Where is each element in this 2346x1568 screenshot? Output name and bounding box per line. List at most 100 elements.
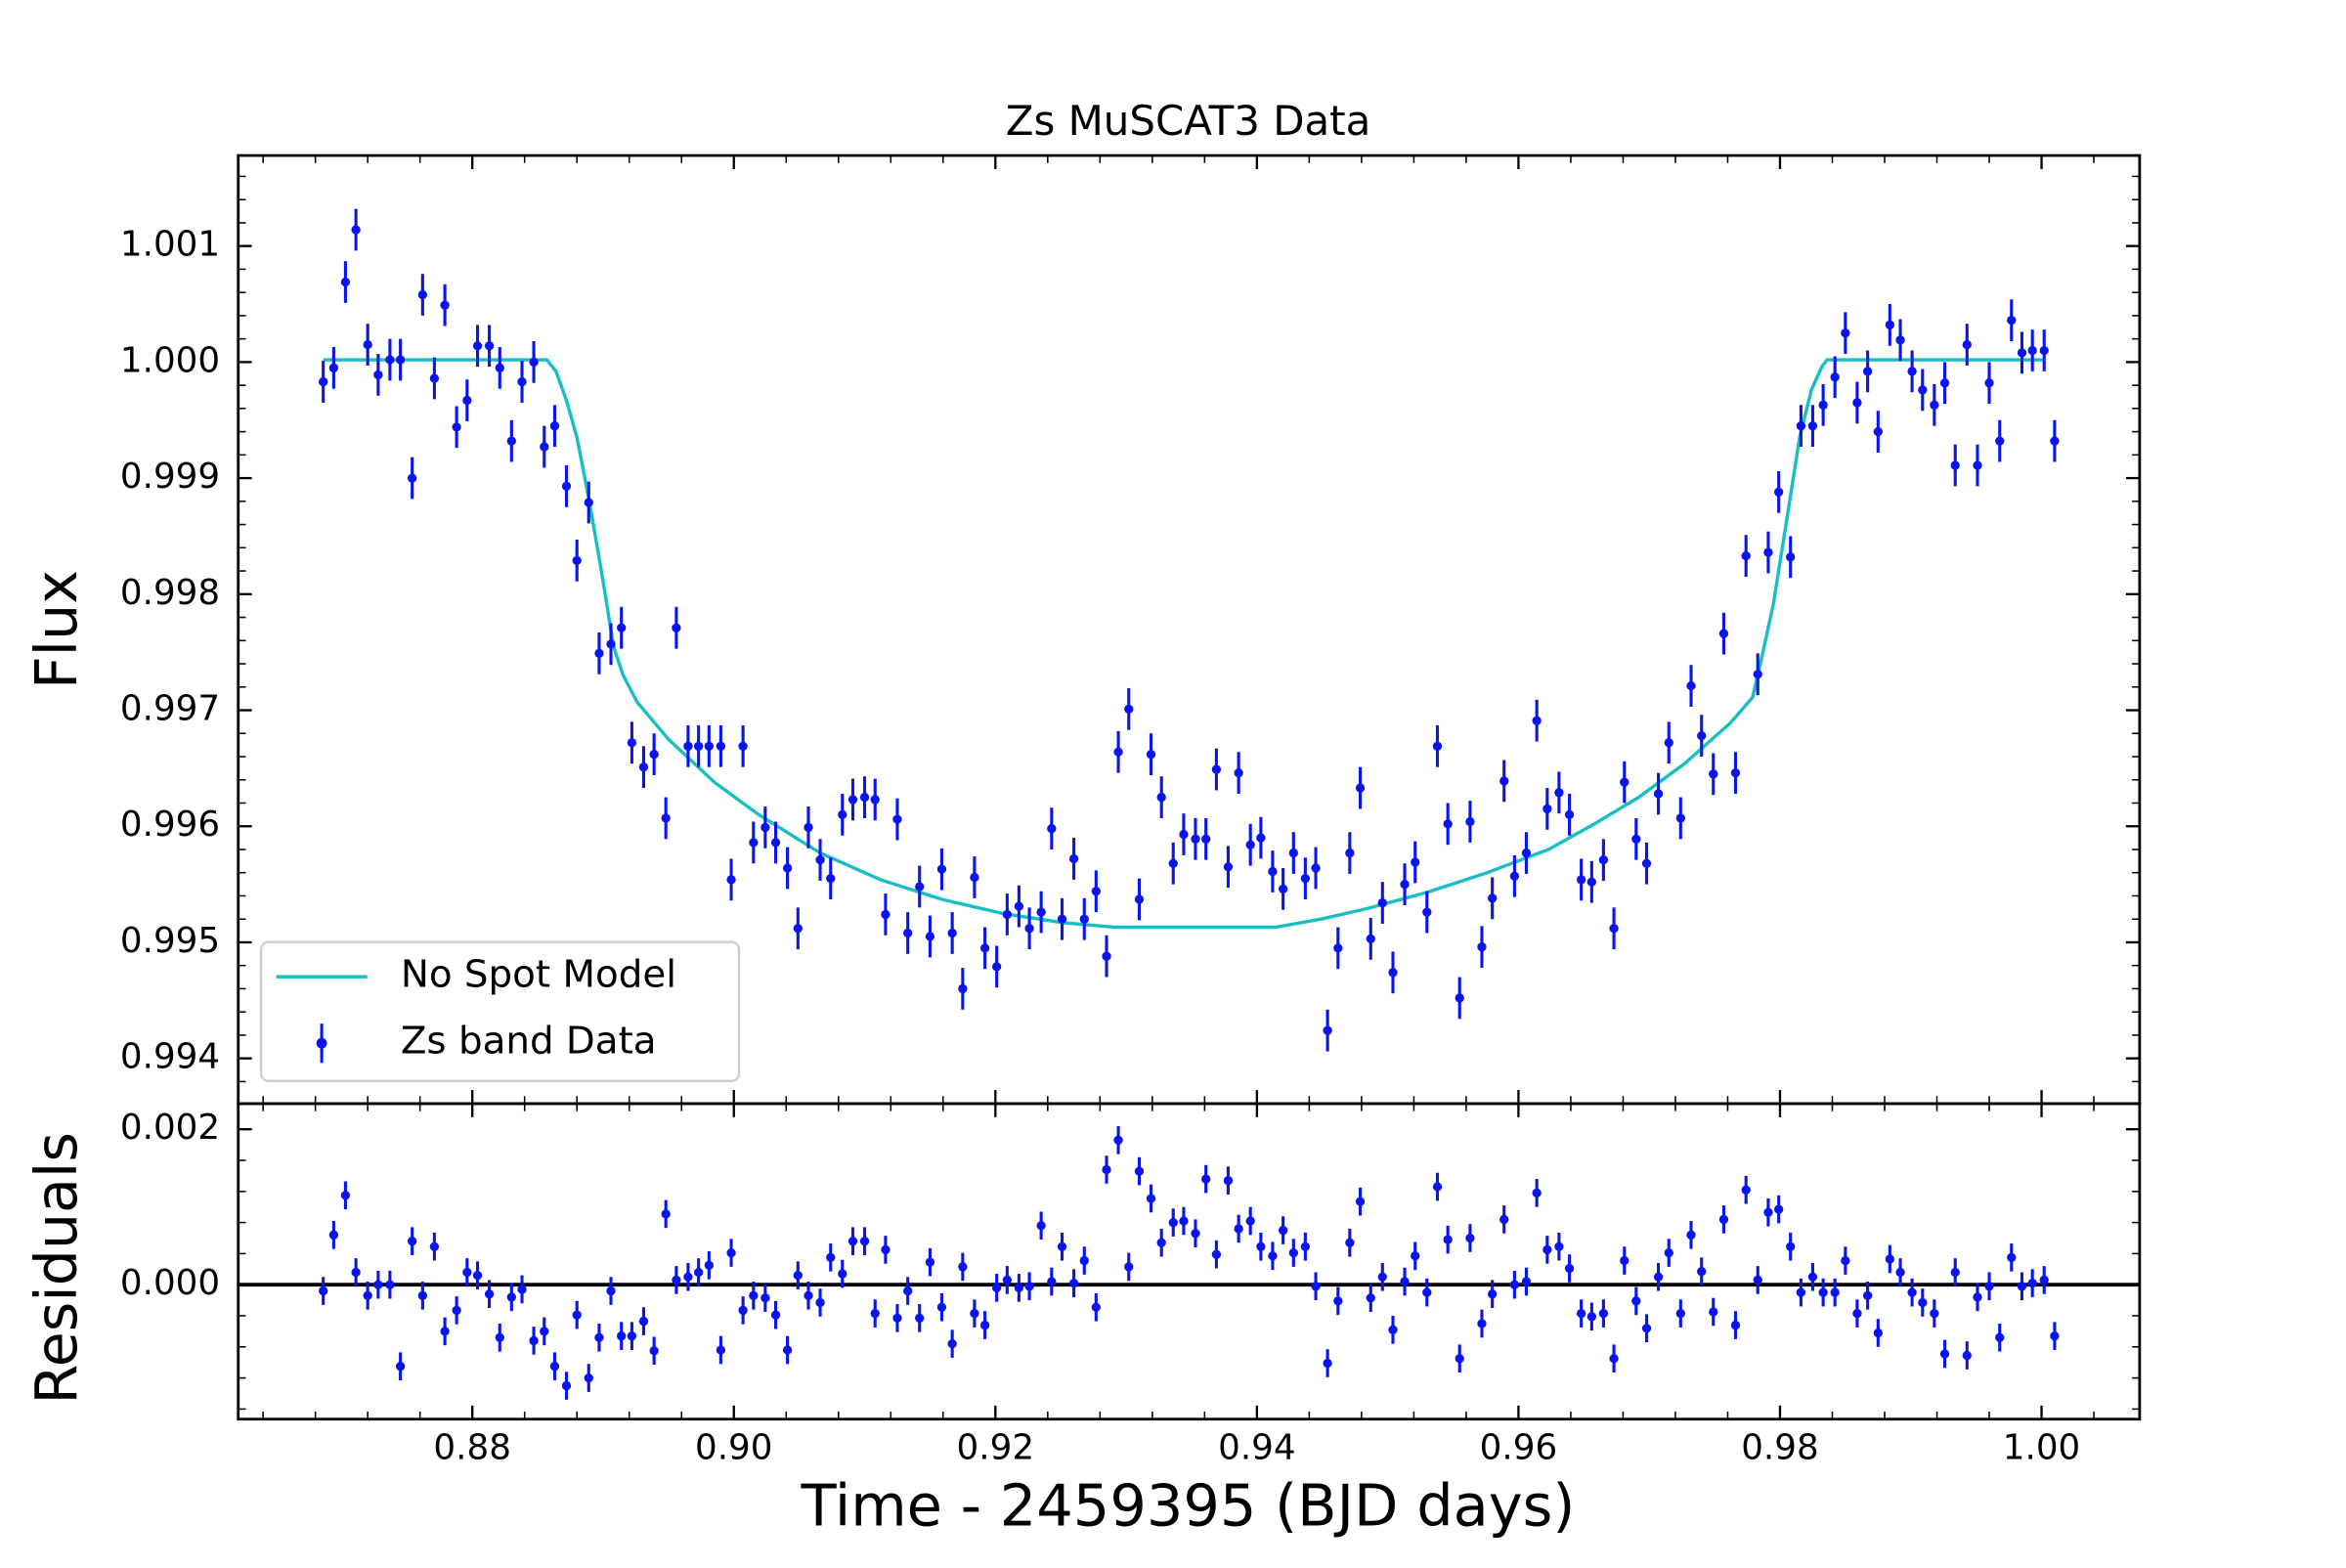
data-point bbox=[1014, 901, 1024, 911]
data-point bbox=[1113, 1135, 1123, 1145]
data-point bbox=[395, 1362, 406, 1372]
data-point bbox=[1653, 1272, 1664, 1282]
data-point bbox=[1697, 1267, 1707, 1277]
data-point bbox=[1852, 398, 1862, 408]
data-point bbox=[1918, 385, 1928, 395]
data-point bbox=[1586, 877, 1596, 887]
data-point bbox=[1830, 372, 1840, 382]
data-point bbox=[1664, 738, 1673, 748]
data-point bbox=[1753, 670, 1762, 679]
data-point bbox=[1477, 1319, 1487, 1328]
data-point bbox=[649, 749, 659, 760]
data-point bbox=[1422, 907, 1432, 917]
data-point bbox=[1598, 1308, 1609, 1319]
data-point bbox=[661, 813, 671, 823]
data-point bbox=[1718, 629, 1729, 638]
data-point bbox=[1256, 1241, 1266, 1251]
data-point bbox=[1620, 1255, 1629, 1266]
data-point bbox=[1223, 1176, 1234, 1186]
data-point bbox=[1841, 1255, 1850, 1266]
data-point bbox=[1984, 1282, 1994, 1291]
data-point bbox=[1509, 1280, 1520, 1289]
data-point bbox=[958, 1262, 968, 1272]
data-point bbox=[2050, 436, 2060, 446]
data-point bbox=[947, 928, 957, 938]
data-point bbox=[704, 1260, 714, 1270]
data-point bbox=[549, 421, 560, 431]
data-point bbox=[1201, 1174, 1211, 1184]
y-tick-label: 0.002 bbox=[120, 1108, 220, 1148]
data-point bbox=[1641, 1324, 1652, 1333]
data-point bbox=[1609, 1354, 1619, 1364]
y-tick-label: 0.996 bbox=[120, 805, 220, 845]
data-point bbox=[1521, 1277, 1532, 1286]
data-point bbox=[1709, 769, 1718, 779]
data-point bbox=[1807, 421, 1818, 431]
data-point bbox=[1576, 875, 1586, 885]
data-point bbox=[1245, 1216, 1255, 1226]
y-tick-label: 0.995 bbox=[120, 921, 220, 961]
data-point bbox=[1443, 819, 1453, 829]
data-point bbox=[1168, 858, 1178, 868]
data-point bbox=[2039, 345, 2049, 356]
data-point bbox=[1862, 1290, 1873, 1300]
data-point bbox=[1355, 1197, 1366, 1206]
data-point bbox=[385, 355, 395, 365]
data-point bbox=[925, 1257, 935, 1267]
data-point bbox=[1818, 400, 1828, 410]
data-point bbox=[760, 1293, 770, 1303]
x-tick-label: 0.90 bbox=[695, 1428, 773, 1468]
data-point bbox=[572, 555, 582, 566]
data-point bbox=[815, 1297, 825, 1308]
data-point bbox=[572, 1310, 582, 1320]
data-point bbox=[1047, 1277, 1057, 1286]
data-point bbox=[859, 1237, 870, 1246]
data-point bbox=[1730, 767, 1741, 778]
data-point bbox=[1741, 550, 1751, 561]
data-point bbox=[1179, 829, 1189, 840]
data-point bbox=[1962, 339, 1972, 350]
data-point bbox=[925, 932, 935, 941]
data-point bbox=[936, 864, 947, 874]
data-point bbox=[1323, 1025, 1332, 1035]
data-point bbox=[529, 357, 539, 368]
data-point bbox=[627, 1331, 637, 1341]
data-point bbox=[506, 1292, 516, 1302]
data-point bbox=[881, 1244, 891, 1255]
data-point bbox=[1564, 809, 1575, 819]
data-point bbox=[407, 473, 417, 483]
data-point bbox=[395, 355, 406, 365]
data-point bbox=[1091, 1302, 1101, 1312]
data-point bbox=[1477, 942, 1487, 952]
data-point bbox=[970, 872, 979, 883]
data-point bbox=[1488, 1289, 1498, 1299]
data-point bbox=[319, 1285, 328, 1296]
data-point bbox=[319, 376, 328, 387]
data-point bbox=[1664, 1247, 1673, 1258]
data-point bbox=[452, 422, 461, 432]
data-point bbox=[1156, 1238, 1166, 1247]
data-point bbox=[606, 639, 616, 649]
data-point bbox=[1455, 1354, 1464, 1364]
data-point bbox=[1586, 1312, 1596, 1322]
data-point bbox=[1223, 862, 1234, 872]
data-point bbox=[529, 1335, 539, 1346]
data-point bbox=[1024, 1282, 1034, 1291]
data-point bbox=[1057, 914, 1067, 924]
data-point bbox=[594, 648, 604, 658]
data-point bbox=[1542, 804, 1552, 814]
data-point bbox=[693, 741, 704, 751]
data-point bbox=[903, 1285, 913, 1296]
data-point bbox=[517, 376, 527, 387]
model-line bbox=[323, 358, 2045, 930]
data-point bbox=[2017, 1282, 2027, 1291]
data-point bbox=[1807, 1272, 1818, 1282]
data-point bbox=[407, 1237, 417, 1246]
y-tick-label: 1.000 bbox=[120, 340, 220, 380]
y-tick-label: 0.997 bbox=[120, 689, 220, 729]
data-point bbox=[1598, 855, 1609, 865]
data-point bbox=[1984, 378, 1994, 388]
data-point bbox=[1002, 909, 1013, 920]
data-point bbox=[1631, 1296, 1641, 1306]
